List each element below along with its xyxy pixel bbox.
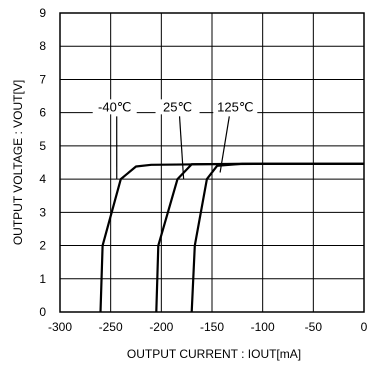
series-group [99,162,364,313]
annotation-bg [213,99,258,115]
x-tick-label: -200 [149,320,173,334]
annotation-leader [178,116,185,180]
annotation-label: 125℃ [217,99,253,114]
y-tick-label: 5 [39,139,46,153]
annotation-bg [92,99,137,115]
y-tick-label: 7 [39,72,46,86]
x-tick-label: -150 [200,320,224,334]
y-tick-label: 9 [39,6,46,20]
annotation-label: -40℃ [98,99,131,114]
y-tick-label: 6 [39,106,46,120]
y-tick-label: 2 [39,239,46,253]
x-tick-label: -100 [251,320,275,334]
annotation-bg [155,99,200,115]
y-axis-label: OUTPUT VOLTAGE : VOUT[V] [11,80,25,245]
y-tick-label: 0 [39,305,46,319]
y-tick-label: 3 [39,205,46,219]
grid [60,13,364,312]
y-tick-label: 4 [39,172,46,186]
x-tick-label: -300 [48,320,72,334]
x-axis-label: OUTPUT CURRENT : IOUT[mA] [127,347,301,361]
annotations: -40℃ 25℃ 125℃ [92,99,258,180]
x-tick-label: -50 [305,320,323,334]
annotation-label: 25℃ [163,99,192,114]
y-tick-label: 1 [39,272,46,286]
x-tick-label: 0 [361,320,368,334]
series-line-1 [99,162,364,313]
plot-frame [59,12,365,313]
y-tick-label: 8 [39,39,46,53]
annotation-leader [219,116,230,173]
series-line-2 [155,162,364,313]
tick-labels: -300 -250 -200 -150 -100 -50 0 0 1 2 3 4 5 6 7 8 9 [39,6,367,334]
series-line-3 [190,162,364,313]
x-tick-label: -250 [99,320,123,334]
